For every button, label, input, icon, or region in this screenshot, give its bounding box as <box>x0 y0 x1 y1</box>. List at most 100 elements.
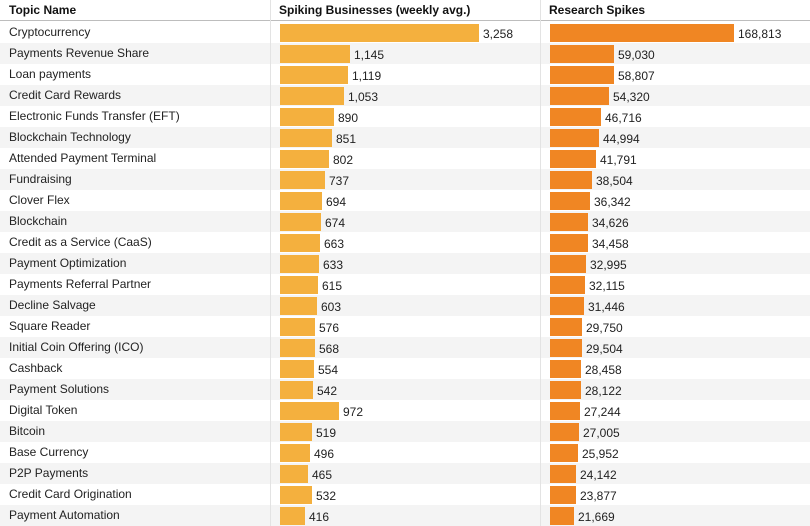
research-bar[interactable] <box>550 87 609 105</box>
spiking-bar[interactable] <box>280 192 322 210</box>
topic-label[interactable]: P2P Payments <box>9 466 89 480</box>
spiking-bar[interactable] <box>280 486 312 504</box>
spiking-bar[interactable] <box>280 234 320 252</box>
spiking-value-label: 890 <box>338 111 359 125</box>
spiking-bar[interactable] <box>280 66 348 84</box>
topic-label[interactable]: Initial Coin Offering (ICO) <box>9 340 144 354</box>
research-bar[interactable] <box>550 507 574 525</box>
research-bar[interactable] <box>550 150 596 168</box>
research-bar[interactable] <box>550 45 614 63</box>
research-bar[interactable] <box>550 24 734 42</box>
topic-label[interactable]: Blockchain Technology <box>9 130 131 144</box>
spiking-value-label: 542 <box>317 384 338 398</box>
research-value-label: 23,877 <box>580 489 617 503</box>
research-bar[interactable] <box>550 171 592 189</box>
topic-label[interactable]: Credit Card Rewards <box>9 88 122 102</box>
research-bar[interactable] <box>550 339 582 357</box>
spiking-bar[interactable] <box>280 339 315 357</box>
research-spikes-header[interactable]: Research Spikes <box>549 3 646 17</box>
topic-label[interactable]: Decline Salvage <box>9 298 96 312</box>
research-bar[interactable] <box>550 108 601 126</box>
spiking-value-label: 737 <box>329 174 350 188</box>
spiking-bar[interactable] <box>280 213 321 231</box>
research-bar[interactable] <box>550 66 614 84</box>
spiking-bar[interactable] <box>280 171 325 189</box>
research-bar[interactable] <box>550 486 576 504</box>
research-bar[interactable] <box>550 423 579 441</box>
spiking-bar[interactable] <box>280 381 313 399</box>
topic-label[interactable]: Electronic Funds Transfer (EFT) <box>9 109 180 123</box>
topic-label[interactable]: Payments Revenue Share <box>9 46 150 60</box>
topic-label[interactable]: Attended Payment Terminal <box>9 151 157 165</box>
topic-label[interactable]: Blockchain <box>9 214 68 228</box>
spiking-bar[interactable] <box>280 360 314 378</box>
topic-label[interactable]: Loan payments <box>9 67 92 81</box>
topic-label[interactable]: Cryptocurrency <box>9 25 91 39</box>
spiking-bar[interactable] <box>280 45 350 63</box>
spiking-bar[interactable] <box>280 444 310 462</box>
spiking-bar[interactable] <box>280 108 334 126</box>
research-bar[interactable] <box>550 444 578 462</box>
spiking-bar[interactable] <box>280 150 329 168</box>
spiking-bar[interactable] <box>280 129 332 147</box>
spiking-bar[interactable] <box>280 423 312 441</box>
spiking-bar[interactable] <box>280 465 308 483</box>
research-value-label: 41,791 <box>600 153 637 167</box>
table-row: Payments Referral Partner 615 32,115 <box>0 274 810 295</box>
spiking-bar[interactable] <box>280 276 318 294</box>
research-bar[interactable] <box>550 381 581 399</box>
spiking-value-label: 3,258 <box>483 27 514 41</box>
topic-label[interactable]: Base Currency <box>9 445 89 459</box>
research-bar[interactable] <box>550 213 588 231</box>
table-row: Loan payments 1,119 58,807 <box>0 64 810 85</box>
topic-label[interactable]: Square Reader <box>9 319 91 333</box>
spiking-value-label: 1,119 <box>352 69 382 83</box>
topic-label[interactable]: Clover Flex <box>9 193 70 207</box>
spiking-businesses-header[interactable]: Spiking Businesses (weekly avg.) <box>279 3 471 17</box>
research-bar[interactable] <box>550 192 590 210</box>
research-bar[interactable] <box>550 234 588 252</box>
research-bar[interactable] <box>550 255 586 273</box>
spiking-bar[interactable] <box>280 297 317 315</box>
topic-label[interactable]: Digital Token <box>9 403 78 417</box>
table-row: Fundraising 737 38,504 <box>0 169 810 190</box>
topic-label[interactable]: Cashback <box>9 361 63 375</box>
research-value-label: 34,458 <box>592 237 629 251</box>
topic-label[interactable]: Payment Automation <box>9 508 120 522</box>
spiking-value-label: 532 <box>316 489 337 503</box>
spiking-bar[interactable] <box>280 87 344 105</box>
table-row: Blockchain Technology 851 44,994 <box>0 127 810 148</box>
topic-label[interactable]: Credit as a Service (CaaS) <box>9 235 152 249</box>
table-row: Payments Revenue Share 1,145 59,030 <box>0 43 810 64</box>
spiking-bar[interactable] <box>280 507 305 525</box>
research-bar[interactable] <box>550 402 580 420</box>
topic-label[interactable]: Fundraising <box>9 172 72 186</box>
research-bar[interactable] <box>550 297 584 315</box>
topic-name-header[interactable]: Topic Name <box>9 3 77 17</box>
spiking-value-label: 465 <box>312 468 333 482</box>
spiking-bar[interactable] <box>280 318 315 336</box>
spiking-bar[interactable] <box>280 255 319 273</box>
research-value-label: 44,994 <box>603 132 640 146</box>
research-value-label: 32,995 <box>590 258 627 272</box>
topic-label[interactable]: Payments Referral Partner <box>9 277 152 291</box>
research-bar[interactable] <box>550 276 585 294</box>
topic-label[interactable]: Credit Card Origination <box>9 487 132 501</box>
research-value-label: 58,807 <box>618 69 655 83</box>
table-row: Electronic Funds Transfer (EFT) 890 46,716 <box>0 106 810 127</box>
research-value-label: 29,750 <box>586 321 623 335</box>
topic-label[interactable]: Payment Solutions <box>9 382 110 396</box>
spiking-value-label: 416 <box>309 510 330 524</box>
research-value-label: 32,115 <box>589 279 625 293</box>
research-bar[interactable] <box>550 360 581 378</box>
research-bar[interactable] <box>550 318 582 336</box>
topic-label[interactable]: Bitcoin <box>9 424 46 438</box>
spiking-bar[interactable] <box>280 402 339 420</box>
topic-label[interactable]: Payment Optimization <box>9 256 127 270</box>
table-row: Credit as a Service (CaaS) 663 34,458 <box>0 232 810 253</box>
research-value-label: 46,716 <box>605 111 642 125</box>
column-divider <box>540 0 541 526</box>
spiking-bar[interactable] <box>280 24 479 42</box>
research-bar[interactable] <box>550 465 576 483</box>
research-bar[interactable] <box>550 129 599 147</box>
